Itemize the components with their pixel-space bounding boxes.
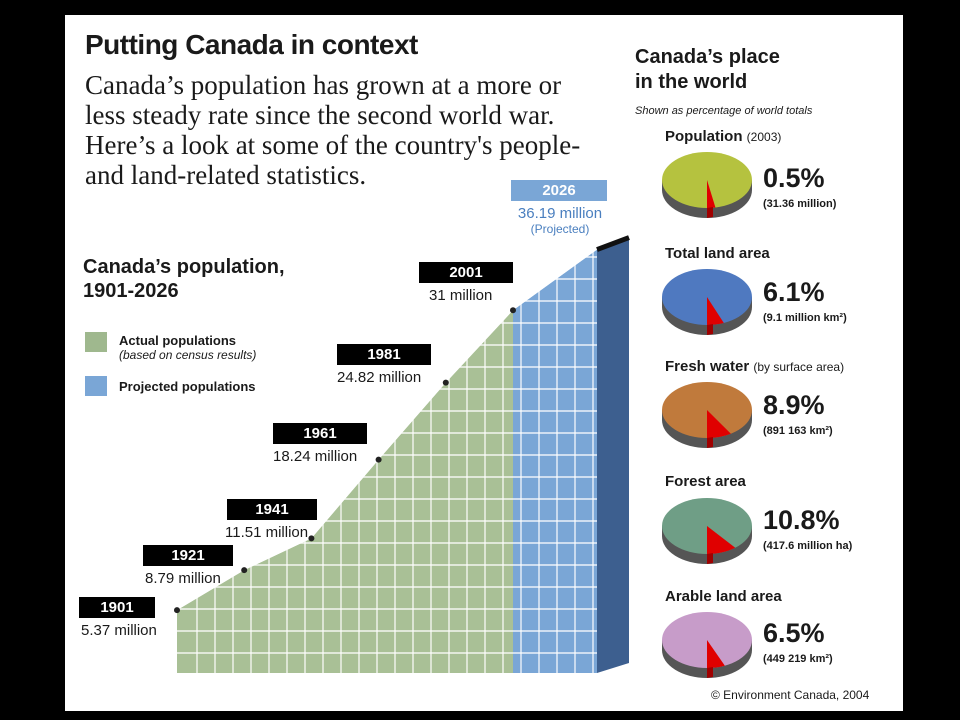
point-year-1961: 1961 (273, 423, 367, 444)
data-point-1941 (308, 535, 315, 542)
stat-label-fresh-water: Fresh water (by surface area) (665, 358, 845, 375)
data-point-2001 (510, 307, 516, 314)
credit: © Environment Canada, 2004 (711, 688, 870, 702)
pie-icon-population (662, 152, 752, 218)
pie-icon-arable (662, 612, 752, 678)
world-title: Canada’s place in the world (635, 46, 780, 93)
stat-percent-forest: 10.8% (763, 505, 840, 535)
intro-text: Canada’s population has grown at a more … (85, 70, 581, 190)
stat-percent-total-land: 6.1% (763, 277, 825, 307)
pie-icon-forest (662, 498, 752, 564)
pie-slice-canada-side (707, 437, 713, 448)
point-year-1901: 1901 (79, 597, 155, 618)
pie-slice-canada (707, 526, 736, 554)
stat-label-total-land: Total land area (665, 245, 770, 262)
stat-absolute-arable: (449 219 km²) (763, 653, 833, 665)
data-point-1961 (375, 456, 382, 463)
point-year-1981: 1981 (337, 344, 431, 365)
area-side-face (597, 237, 629, 673)
page-title: Putting Canada in context (85, 29, 418, 60)
stat-percent-fresh-water: 8.9% (763, 390, 825, 420)
stat-percent-population: 0.5% (763, 163, 825, 193)
point-year-2026: 2026 (511, 180, 607, 201)
pie-slice-canada (707, 640, 725, 668)
data-point-1901 (174, 607, 180, 614)
pie-icon-fresh-water (662, 382, 752, 448)
point-value-1941: 11.51 million (225, 524, 309, 541)
pie-slice-canada (707, 410, 731, 438)
pie-slice-canada-side (707, 553, 713, 564)
point-value-1921: 8.79 million (145, 570, 221, 587)
stat-label-forest: Forest area (665, 473, 746, 490)
stat-absolute-population: (31.36 million) (763, 198, 837, 210)
point-value-1901: 5.37 million (81, 622, 157, 639)
point-year-1941: 1941 (227, 499, 317, 520)
chart-title: Canada’s population, 1901-2026 (83, 256, 285, 302)
stat-label-population: Population (2003) (665, 128, 782, 145)
infographic-frame: Putting Canada in context Canada’s popul… (65, 15, 903, 711)
stat-absolute-fresh-water: (891 163 km²) (763, 425, 833, 437)
stat-percent-arable: 6.5% (763, 618, 825, 648)
pie-slice-canada (707, 297, 724, 325)
legend-swatch-actual (85, 332, 107, 352)
stat-absolute-total-land: (9.1 million km²) (763, 312, 847, 324)
point-value-1961: 18.24 million (273, 448, 358, 465)
point-value-1981: 24.82 million (337, 369, 422, 386)
legend-label-projected: Projected populations (119, 379, 256, 394)
data-point-1921 (241, 567, 248, 574)
point-note-2026: (Projected) (530, 222, 590, 236)
pie-slice-canada (707, 180, 716, 208)
legend-swatch-projected (85, 376, 107, 396)
point-year-2001: 2001 (419, 262, 513, 283)
area-actual (177, 310, 513, 673)
pie-slice-canada-side (707, 324, 713, 335)
legend-note-actual: (based on census results) (119, 348, 257, 362)
data-point-1981 (442, 379, 449, 386)
pie-icon-total-land (662, 269, 752, 335)
world-subtitle: Shown as percentage of world totals (635, 105, 813, 117)
legend-label-actual: Actual populations (based on census resu… (119, 333, 257, 362)
stat-label-arable: Arable land area (665, 588, 782, 605)
projected-top-edge (596, 235, 630, 252)
point-year-1921: 1921 (143, 545, 233, 566)
stat-absolute-forest: (417.6 million ha) (763, 540, 853, 552)
area-projected (513, 249, 597, 673)
point-value-2001: 31 million (429, 287, 493, 304)
point-value-2026: 36.19 million (517, 205, 603, 222)
pie-slice-canada-side (707, 667, 713, 678)
pie-slice-canada-side (707, 207, 713, 218)
